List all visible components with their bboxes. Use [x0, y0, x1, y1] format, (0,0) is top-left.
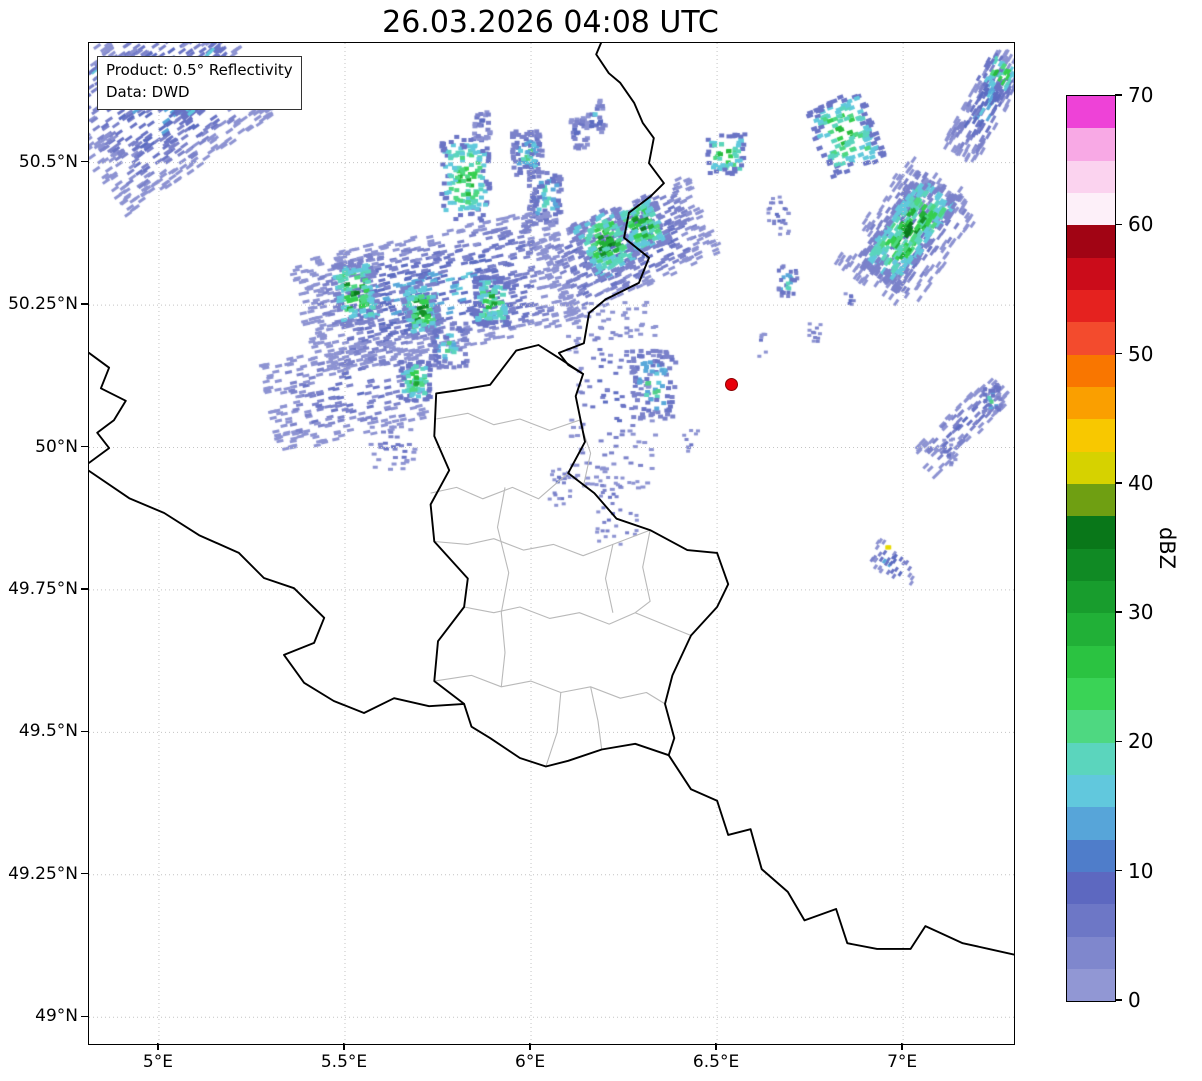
- radar-site-marker: [725, 378, 739, 392]
- x-axis-tick-label: 5.5°E: [320, 1052, 368, 1072]
- colorbar-band: [1067, 968, 1115, 1002]
- colorbar-band: [1067, 677, 1115, 711]
- colorbar-band: [1067, 354, 1115, 387]
- y-axis-tick-mark: [81, 588, 88, 590]
- colorbar-band: [1067, 289, 1115, 323]
- colorbar-tick-label: 60: [1128, 212, 1154, 237]
- region-border: [634, 529, 651, 614]
- x-axis-tick-label: 7°E: [887, 1052, 918, 1072]
- colorbar-tick-mark: [1115, 999, 1122, 1001]
- region-border: [545, 692, 562, 767]
- colorbar-tick-label: 20: [1128, 729, 1154, 754]
- colorbar: [1066, 95, 1116, 1002]
- colorbar-tick-label: 50: [1128, 341, 1154, 366]
- radar-echo-layer: [89, 43, 1014, 1044]
- colorbar-band: [1067, 904, 1115, 937]
- y-axis-tick-mark: [81, 1015, 88, 1017]
- region-border: [590, 686, 603, 750]
- country-border: [557, 43, 665, 375]
- colorbar-band: [1067, 871, 1115, 905]
- colorbar-band: [1067, 580, 1115, 614]
- colorbar-band: [1067, 225, 1115, 258]
- colorbar-tick-label: 70: [1128, 83, 1154, 107]
- colorbar-band: [1067, 128, 1115, 161]
- map-borders-layer: [89, 43, 1014, 1044]
- colorbar-band: [1067, 613, 1115, 646]
- colorbar-band: [1067, 160, 1115, 193]
- colorbar-tick-label: 30: [1128, 600, 1154, 625]
- country-border: [429, 344, 730, 768]
- colorbar-tick-label: 10: [1128, 858, 1154, 883]
- colorbar-band: [1067, 451, 1115, 484]
- map-plot: Product: 0.5° Reflectivity Data: DWD: [88, 42, 1015, 1045]
- x-axis-tick-mark: [157, 1043, 159, 1050]
- region-border: [496, 487, 510, 687]
- colorbar-band: [1067, 96, 1115, 129]
- y-axis-tick-label: 49°N: [35, 1006, 78, 1027]
- y-axis-tick-label: 49.75°N: [8, 578, 78, 599]
- colorbar-tick-label: 0: [1128, 988, 1141, 1012]
- x-axis-tick-mark: [715, 1043, 717, 1050]
- colorbar-band: [1067, 774, 1115, 808]
- y-axis-tick-label: 50.5°N: [18, 151, 78, 172]
- colorbar-tick-label: 40: [1128, 470, 1154, 495]
- region-border: [430, 472, 569, 500]
- y-axis-tick-label: 50.25°N: [8, 294, 78, 315]
- country-border: [89, 351, 127, 464]
- colorbar-band: [1067, 742, 1115, 775]
- colorbar-band: [1067, 483, 1115, 517]
- x-axis-tick-label: 6.5°E: [692, 1052, 740, 1072]
- colorbar-axis-label: dBZ: [1155, 526, 1179, 569]
- colorbar-tick-mark: [1115, 740, 1122, 743]
- x-axis-tick-mark: [901, 1043, 903, 1050]
- colorbar-tick-mark: [1115, 870, 1122, 872]
- x-axis-tick-label: 5°E: [142, 1052, 173, 1072]
- country-border: [89, 469, 466, 714]
- y-axis-tick-mark: [81, 445, 88, 448]
- y-axis-tick-label: 50°N: [35, 436, 78, 457]
- y-axis-tick-mark: [81, 873, 88, 875]
- data-source-label: Data: DWD: [106, 82, 190, 101]
- colorbar-tick-mark: [1115, 352, 1122, 355]
- y-axis-tick-mark: [81, 730, 88, 733]
- colorbar-band: [1067, 839, 1115, 872]
- x-axis-tick-mark: [343, 1043, 345, 1050]
- region-border: [436, 412, 580, 431]
- country-border: [667, 754, 1014, 956]
- region-border: [434, 529, 651, 557]
- region-border: [604, 544, 614, 613]
- colorbar-band: [1067, 548, 1115, 581]
- colorbar-band: [1067, 710, 1115, 743]
- x-axis-tick-mark: [529, 1043, 531, 1050]
- product-label: Product: 0.5° Reflectivity: [106, 61, 293, 79]
- colorbar-band: [1067, 516, 1115, 549]
- colorbar-tick-mark: [1115, 223, 1122, 225]
- colorbar-tick-mark: [1115, 482, 1122, 484]
- colorbar-band: [1067, 807, 1115, 840]
- product-annotation: Product: 0.5° Reflectivity Data: DWD: [97, 56, 302, 110]
- colorbar-tick-mark: [1115, 94, 1122, 96]
- region-border: [463, 606, 692, 637]
- colorbar-band: [1067, 419, 1115, 452]
- y-axis-tick-mark: [81, 160, 88, 163]
- colorbar-tick-mark: [1115, 611, 1122, 613]
- colorbar-band: [1067, 192, 1115, 226]
- colorbar-band: [1067, 936, 1115, 969]
- colorbar-band: [1067, 386, 1115, 420]
- region-border: [434, 674, 666, 705]
- colorbar-band: [1067, 322, 1115, 355]
- colorbar-band: [1067, 257, 1115, 290]
- y-axis-tick-mark: [81, 303, 88, 305]
- colorbar-band: [1067, 645, 1115, 678]
- x-axis-tick-label: 6°E: [515, 1052, 546, 1072]
- y-axis-tick-label: 49.5°N: [18, 721, 78, 742]
- y-axis-tick-label: 49.25°N: [8, 863, 78, 884]
- figure-title: 26.03.2026 04:08 UTC: [382, 5, 719, 40]
- region-border: [578, 420, 592, 488]
- colorbar-axis-label-wrap: dBZ: [1152, 95, 1182, 1000]
